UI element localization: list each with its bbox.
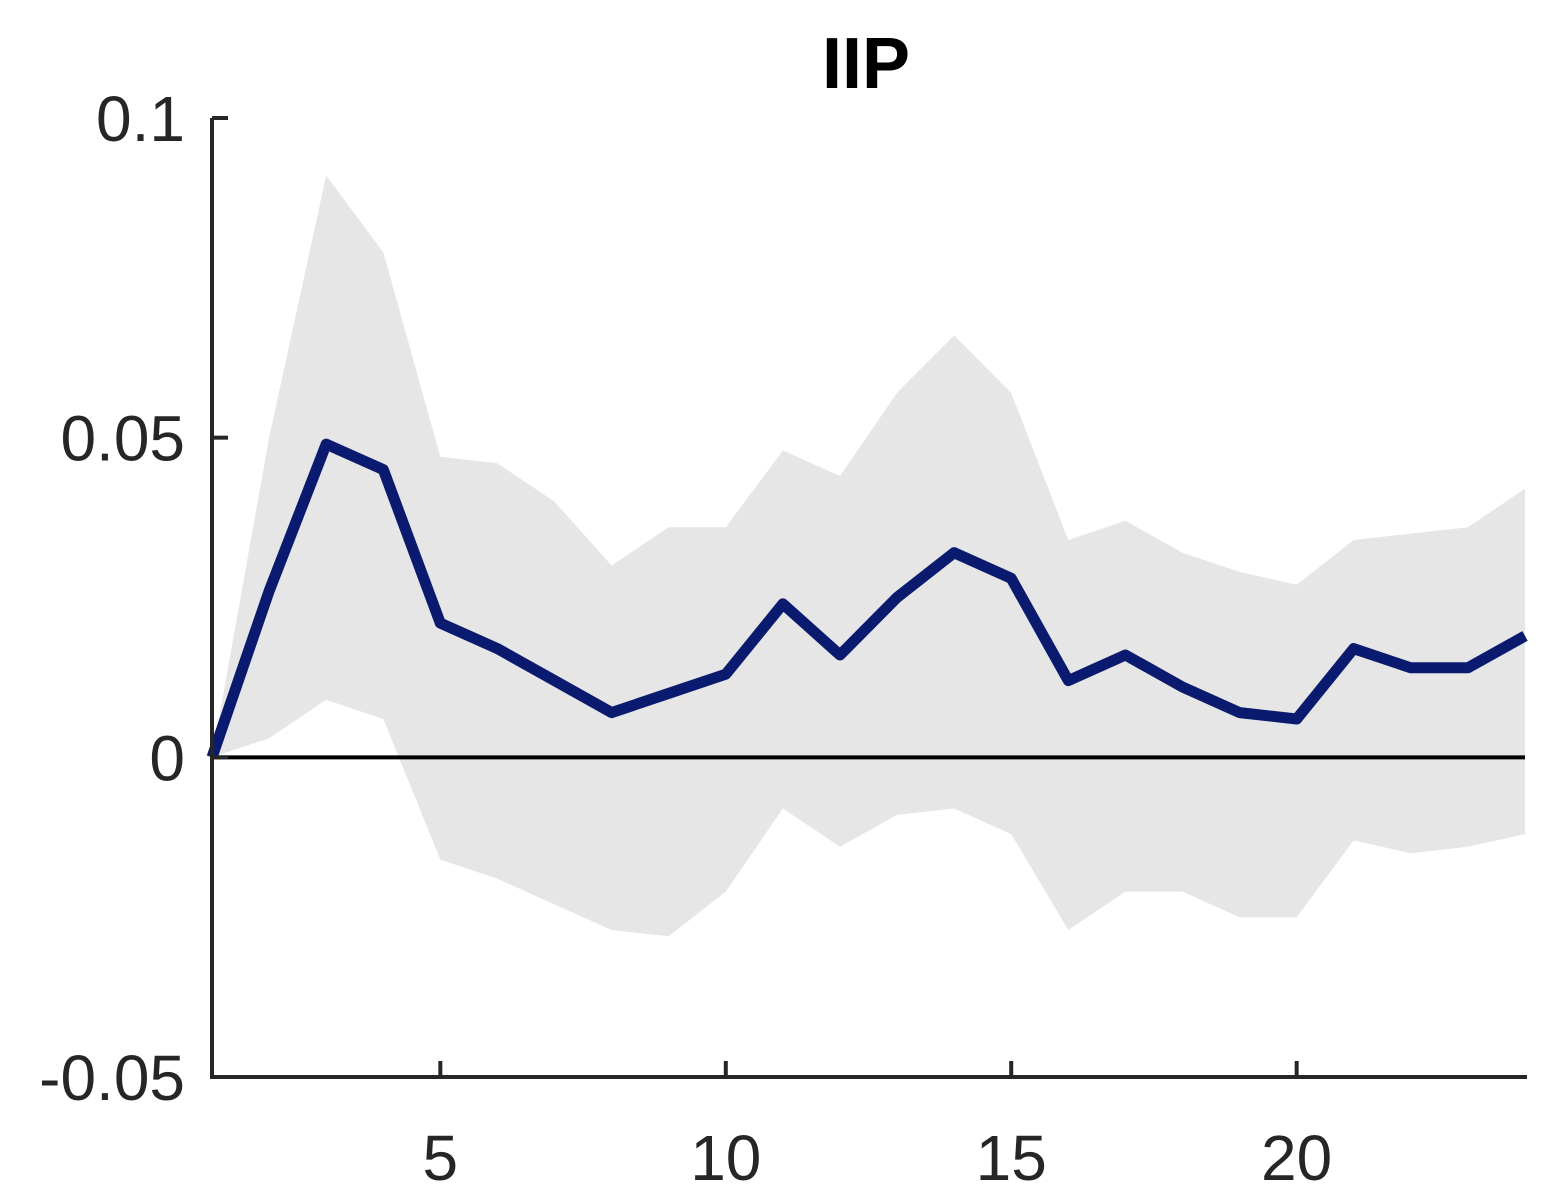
y-tick-label: 0.05: [60, 403, 185, 475]
x-tick-label: 20: [1261, 1122, 1332, 1194]
confidence-band: [212, 175, 1525, 937]
y-tick-labels: -0.05 0 0.05 0.1: [39, 83, 185, 1114]
y-tick-label: 0: [149, 722, 185, 794]
x-tick-label: 10: [690, 1122, 761, 1194]
y-tick-label: 0.1: [96, 83, 185, 155]
y-ticks: [212, 116, 228, 1079]
x-tick-label: 15: [976, 1122, 1047, 1194]
x-tick-labels: 5 10 15 20: [423, 1122, 1333, 1194]
series-line-impulse-response: [206, 438, 1528, 760]
x-tick-label: 5: [423, 1122, 459, 1194]
x-ticks: [438, 1061, 1299, 1077]
y-tick-label: -0.05: [39, 1042, 185, 1114]
chart-title: IIP: [822, 24, 910, 104]
